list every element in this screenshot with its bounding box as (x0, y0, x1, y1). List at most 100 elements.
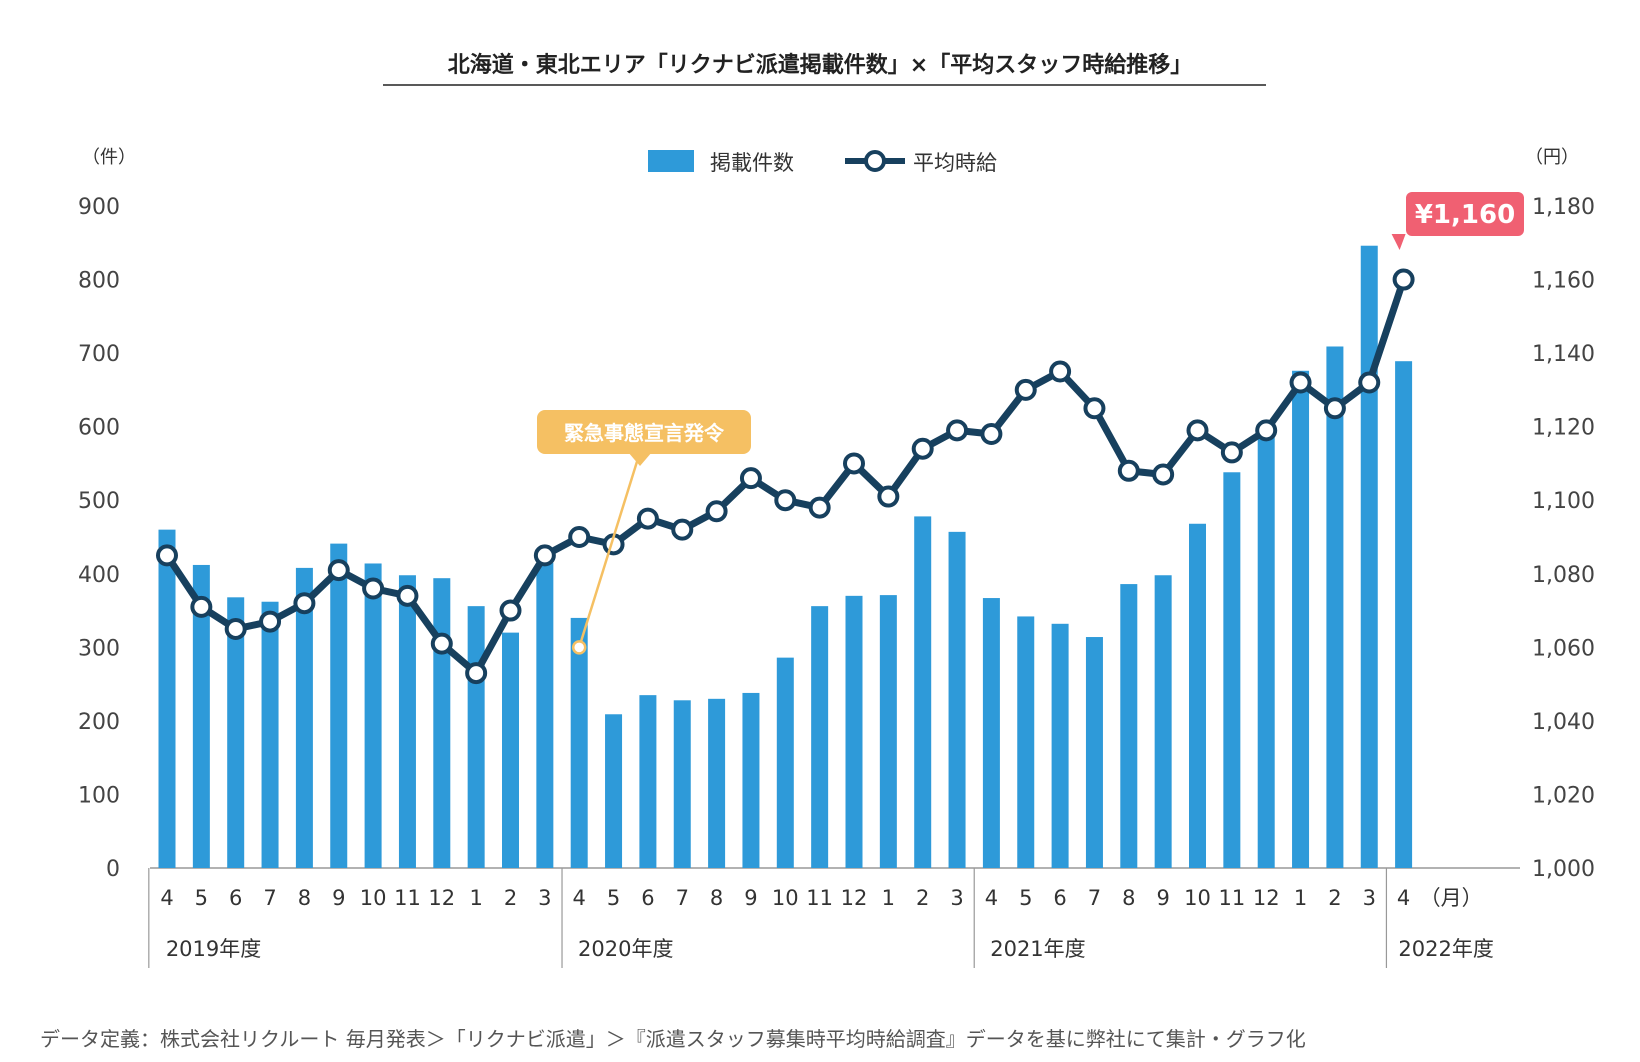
x-tick-label: 7 (1088, 886, 1101, 910)
x-axis-ticks: 4 5 6 7 8 9 10 11 12 1 2 3 4 5 6 7 8 9 10 11 12 1 2 3 4 5 6 7 8 9 10 11… (160, 886, 1482, 910)
left-tick-label: 100 (78, 783, 120, 808)
x-tick-label: 4 (160, 886, 173, 910)
wage-point (946, 419, 969, 442)
bar (605, 714, 623, 868)
x-tick-label: 4 (985, 886, 998, 910)
legend-line-label: 平均時給 (913, 151, 997, 175)
wage-point (1049, 360, 1072, 383)
wage-point (980, 423, 1003, 446)
wage-point (843, 452, 865, 475)
wage-point (1220, 441, 1243, 464)
left-tick-label: 700 (78, 342, 120, 367)
wage-point (190, 595, 213, 618)
right-tick-label: 1,120 (1532, 416, 1595, 441)
x-tick-label: 10 (360, 886, 387, 910)
wage-point (1186, 419, 1209, 442)
callout-box (537, 410, 751, 454)
price-badge (1406, 192, 1524, 236)
bar (295, 567, 313, 868)
bar (1257, 426, 1275, 868)
x-tick-label: 11 (394, 886, 421, 910)
bar (570, 617, 588, 868)
wage-point (1323, 397, 1346, 420)
x-tick-label: 2 (1328, 886, 1341, 910)
left-tick-label: 200 (78, 710, 120, 735)
wage-point (1083, 397, 1106, 420)
legend-bar-swatch (648, 150, 694, 172)
bar (948, 531, 966, 868)
wage-point (430, 632, 453, 655)
annotations: 緊急事態宣言発令 ¥1,160 (537, 192, 1524, 655)
x-tick-label: 2 (504, 886, 517, 910)
callout-anchor-dot (571, 640, 587, 655)
wage-point (911, 437, 934, 460)
right-tick-label: 1,160 (1532, 269, 1595, 294)
callout-label: 緊急事態宣言発令 (564, 421, 725, 445)
wage-line (164, 278, 1407, 677)
right-tick-label: 1,080 (1532, 563, 1595, 588)
wage-point (156, 544, 178, 567)
right-axis-unit: （円） (1525, 147, 1579, 168)
bar (708, 698, 726, 868)
wage-point (1289, 371, 1312, 394)
footnote: データ定義：株式会社リクルート 毎月発表＞「リクナビ派遣」＞『派遣スタッフ募集時… (40, 1027, 1306, 1051)
wage-point (1152, 463, 1175, 486)
bar (879, 595, 897, 868)
bar (776, 657, 794, 868)
line-series (156, 268, 1415, 685)
bar (398, 575, 416, 868)
bar (673, 700, 691, 868)
wage-point (671, 518, 694, 541)
left-tick-label: 900 (78, 195, 120, 220)
left-axis-ticks: 0 100 200 300 400 500 600 700 800 900 (78, 195, 120, 882)
right-tick-label: 1,000 (1532, 857, 1595, 882)
x-tick-label: 5 (1019, 886, 1032, 910)
legend-line-marker (864, 150, 886, 172)
wage-point (224, 617, 247, 640)
year-label: 2022年度 (1398, 937, 1493, 961)
bar (467, 606, 485, 868)
x-tick-label: 1 (1294, 886, 1307, 910)
left-tick-label: 300 (78, 636, 120, 661)
legend: 掲載件数 平均時給 (648, 150, 997, 175)
wage-point (774, 489, 797, 512)
year-label: 2021年度 (990, 937, 1085, 961)
wage-point (568, 526, 591, 548)
wage-point (739, 467, 762, 490)
x-tick-label: 6 (1053, 886, 1066, 910)
price-badge-label: ¥1,160 (1415, 200, 1515, 230)
left-axis-unit: （件） (82, 147, 136, 168)
wage-point (1014, 378, 1037, 401)
left-tick-label: 800 (78, 269, 120, 294)
x-tick-label: 2 (916, 886, 929, 910)
bar (845, 595, 863, 868)
x-tick-label: 8 (710, 886, 723, 910)
x-tick-label: 12 (841, 886, 868, 910)
wage-point (465, 662, 488, 685)
wage-point (533, 544, 556, 567)
year-label: 2020年度 (578, 937, 673, 961)
x-tick-label: 5 (607, 886, 620, 910)
wage-point (1117, 459, 1140, 482)
right-tick-label: 1,140 (1532, 342, 1595, 367)
bar (914, 516, 932, 868)
bar (1395, 361, 1413, 868)
x-tick-label: 6 (229, 886, 242, 910)
bar (330, 543, 348, 868)
bar (1085, 637, 1103, 868)
bar (158, 529, 176, 868)
wage-point (877, 485, 900, 508)
wage-point (705, 500, 728, 523)
bar-series (158, 245, 1413, 869)
wage-point (259, 610, 282, 633)
wage-point (808, 496, 831, 519)
bar (742, 692, 760, 868)
x-tick-label: 10 (1184, 886, 1211, 910)
x-tick-label: 8 (1122, 886, 1135, 910)
bar (1017, 616, 1035, 868)
bar (227, 597, 245, 868)
price-badge-pointer (1391, 234, 1406, 250)
wage-point (499, 599, 522, 622)
x-tick-label: 3 (1363, 886, 1376, 910)
right-tick-label: 1,100 (1532, 489, 1595, 514)
